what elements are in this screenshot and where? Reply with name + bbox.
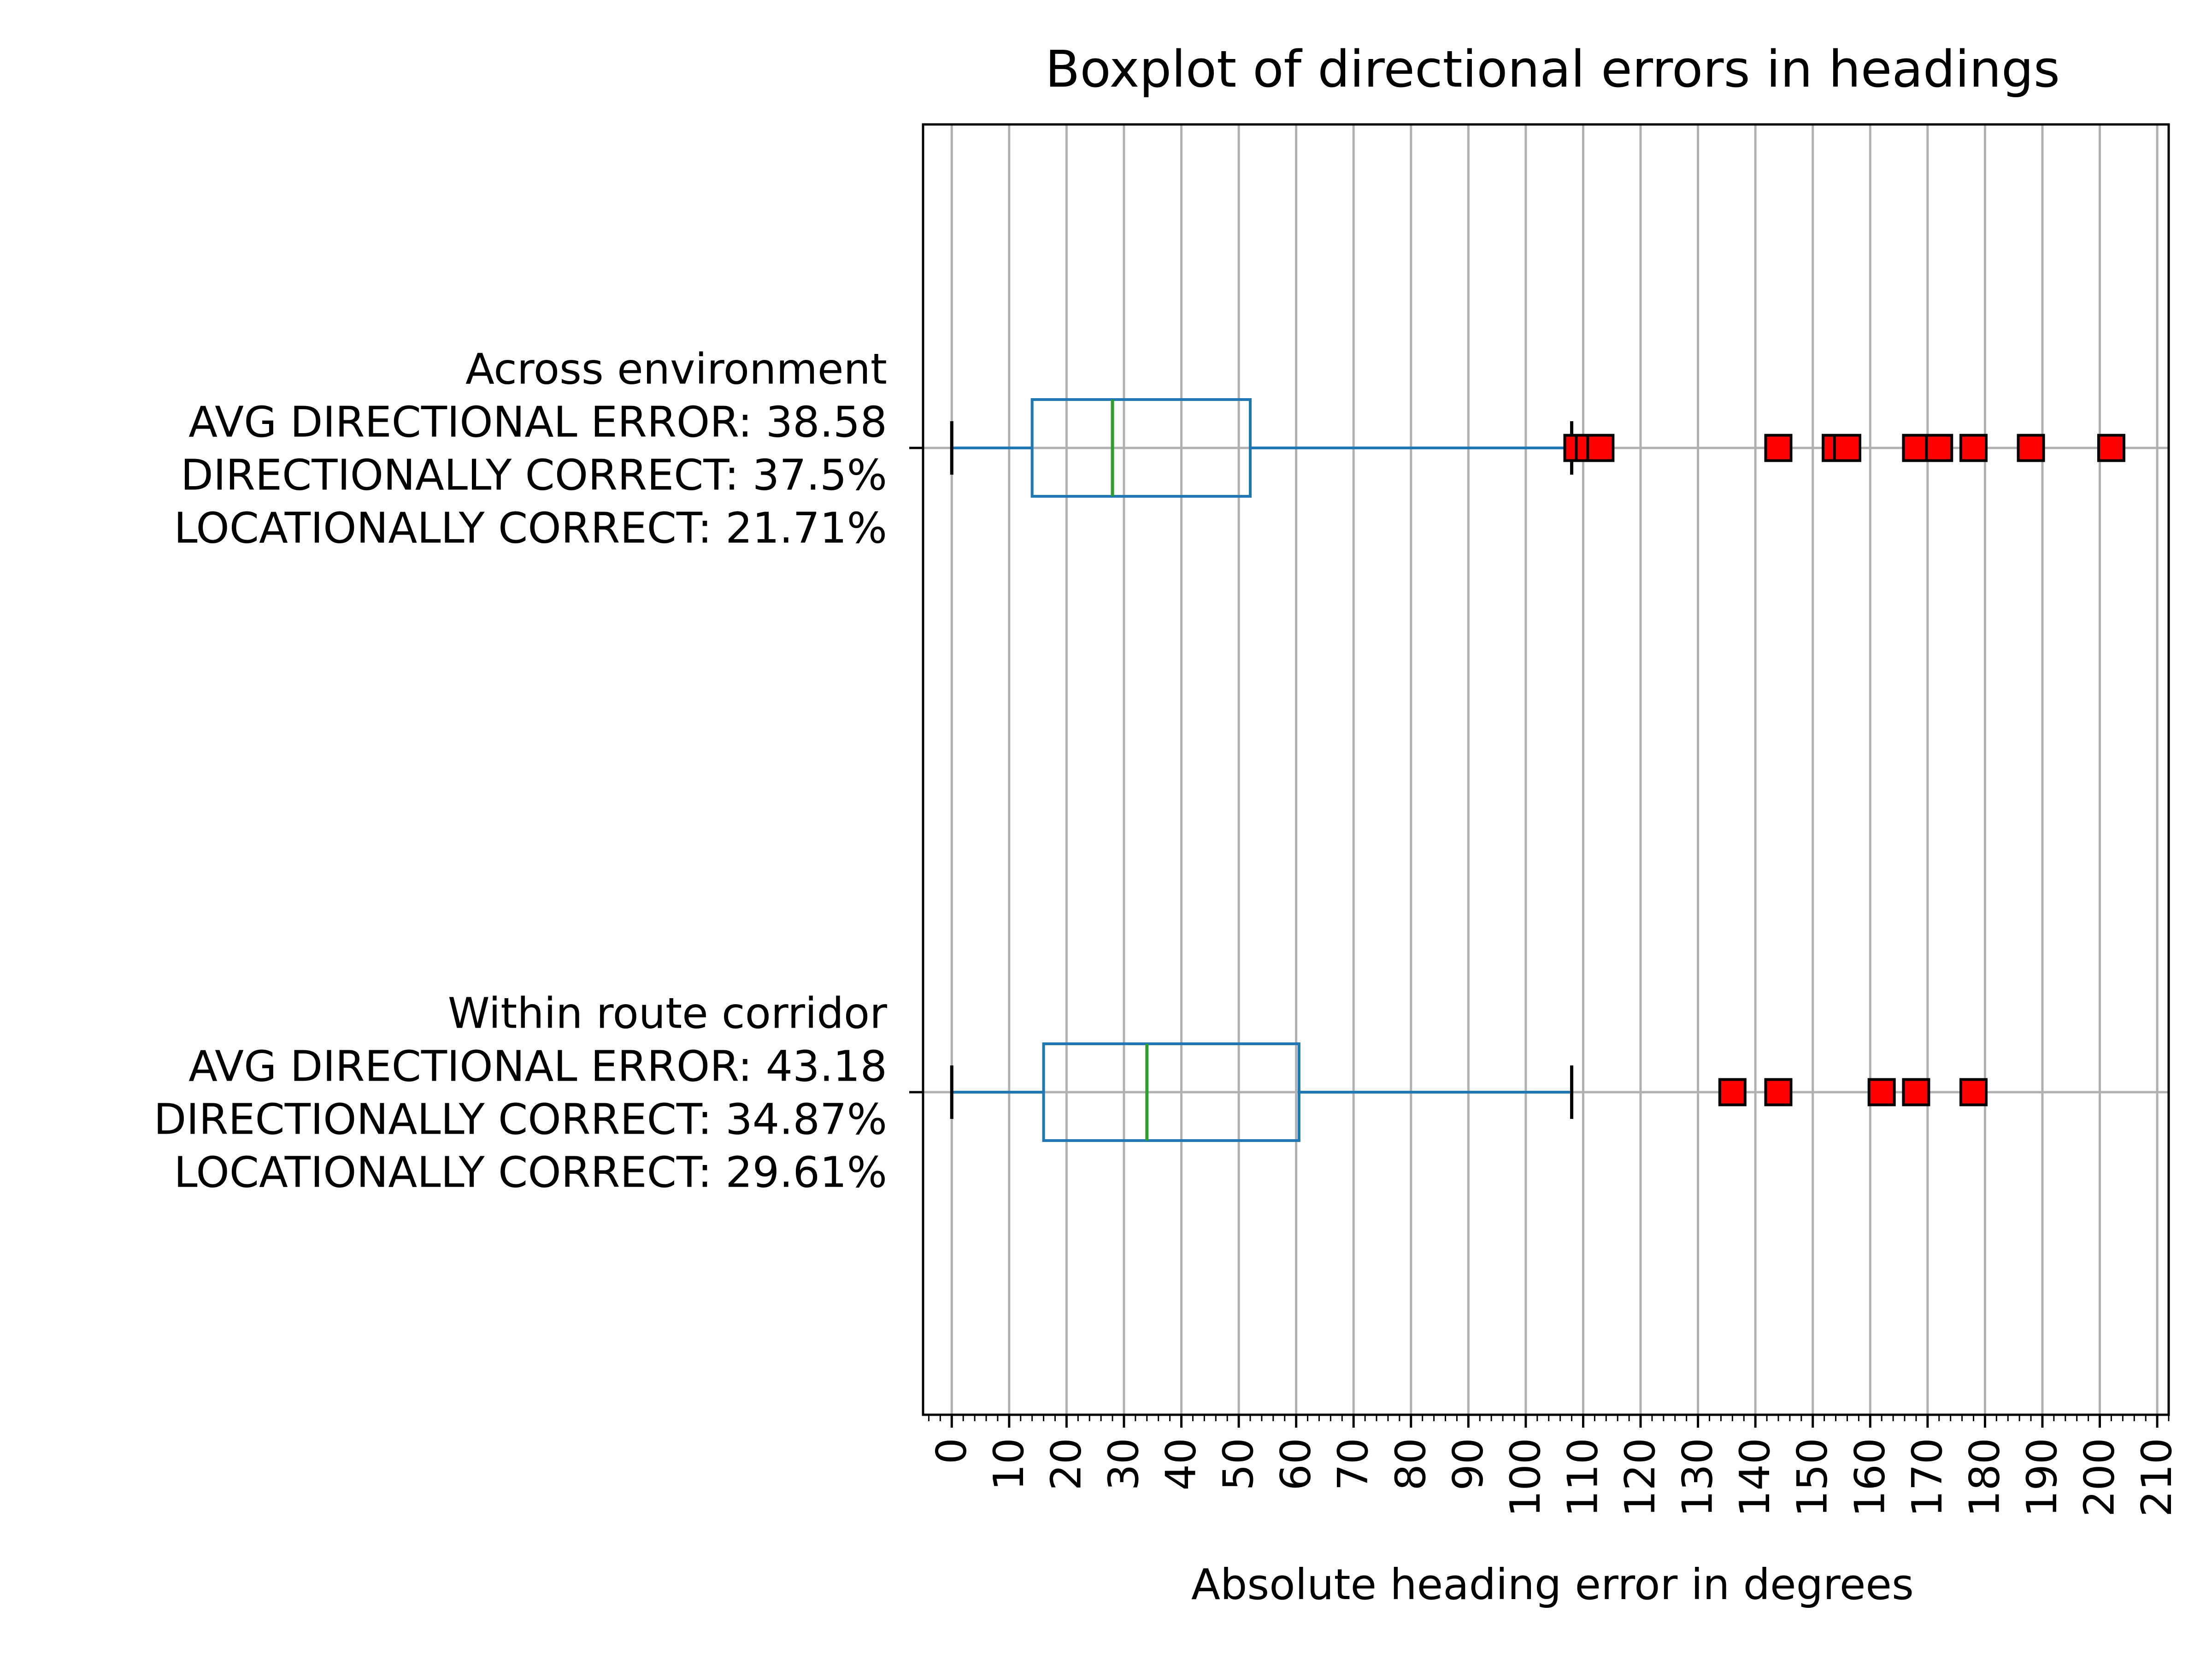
outlier-marker [1959,434,1988,462]
x-tick-label: 160 [1846,1438,1894,1517]
x-tick-label: 110 [1559,1438,1607,1517]
outlier-marker [1925,434,1953,462]
x-tick-label: 40 [1157,1438,1206,1491]
y-tick-label-line: DIRECTIONALLY CORRECT: 34.87% [154,1095,888,1144]
x-tick-label: 210 [2133,1438,2181,1517]
y-tick-label-line: AVG DIRECTIONAL ERROR: 43.18 [188,1042,887,1091]
x-tick-label: 0 [927,1438,976,1464]
x-tick-label: 80 [1387,1438,1435,1491]
x-tick-label: 190 [2018,1438,2066,1517]
x-tick-label: 120 [1616,1438,1665,1517]
y-tick-label-line: Across environment [465,345,887,394]
x-axis-label: Absolute heading error in degrees [1191,1560,1914,1609]
x-tick-label: 150 [1788,1438,1837,1517]
outlier-marker [2097,434,2125,462]
x-tick-label: 10 [985,1438,1033,1491]
boxes [950,398,2125,1142]
outlier-marker [1764,1078,1793,1106]
box-group [950,398,2125,498]
x-tick-label: 180 [1960,1438,2009,1517]
outlier-marker [2017,434,2045,462]
x-tick-label: 170 [1903,1438,1952,1517]
outlier-marker [1718,1078,1747,1106]
outlier-marker [1764,434,1793,462]
x-tick-label: 140 [1731,1438,1779,1517]
x-tick-label: 90 [1444,1438,1492,1491]
y-tick-label-line: LOCATIONALLY CORRECT: 21.71% [174,504,887,553]
outlier-marker [1867,1078,1896,1106]
x-tick-label: 200 [2076,1438,2124,1517]
outlier-marker [1833,434,1861,462]
y-tick-label-line: LOCATIONALLY CORRECT: 29.61% [174,1148,887,1197]
outlier-marker [1902,1078,1930,1106]
x-tick-label: 50 [1214,1438,1263,1491]
y-tick-label-line: AVG DIRECTIONAL ERROR: 38.58 [188,398,887,447]
y-tick-label-line: DIRECTIONALLY CORRECT: 37.5% [181,451,887,500]
x-tick-label: 130 [1674,1438,1722,1517]
x-tick-label: 60 [1272,1438,1320,1491]
grid-lines [923,124,2169,1415]
box-iqr [1042,1042,1300,1142]
outlier-marker [1586,434,1615,462]
x-tick-label: 20 [1042,1438,1090,1491]
x-tick-label: 100 [1501,1438,1550,1517]
plot-frame [922,123,2170,1416]
x-tick-label: 70 [1329,1438,1377,1491]
box-iqr [1030,398,1252,498]
chart-title: Boxplot of directional errors in heading… [1045,40,2060,99]
box-group [950,1042,1988,1142]
outlier-marker [1902,434,1930,462]
x-tick-label: 30 [1100,1438,1148,1491]
outlier-marker [1959,1078,1988,1106]
y-tick-label-line: Within route corridor [448,989,887,1038]
